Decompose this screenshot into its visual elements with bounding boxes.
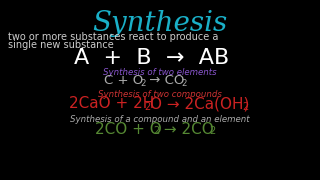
Text: → CO: → CO (145, 75, 184, 87)
Text: C + O: C + O (104, 75, 143, 87)
Text: O → 2Ca(OH): O → 2Ca(OH) (149, 96, 249, 111)
Text: 2CaO + 2H: 2CaO + 2H (68, 96, 154, 111)
Text: 2: 2 (242, 102, 248, 111)
Text: Synthesis of two elements: Synthesis of two elements (103, 68, 217, 77)
Text: 2: 2 (181, 79, 187, 88)
Text: Synthesis of two compounds: Synthesis of two compounds (98, 90, 222, 99)
Text: Synthesis: Synthesis (92, 10, 228, 37)
Text: 2CO + O: 2CO + O (95, 122, 162, 136)
Text: two or more substances react to produce a: two or more substances react to produce … (8, 32, 218, 42)
Text: 2: 2 (154, 127, 160, 136)
Text: 2: 2 (210, 127, 216, 136)
Text: → 2CO: → 2CO (159, 122, 214, 136)
Text: Synthesis of a compound and an element: Synthesis of a compound and an element (70, 115, 250, 124)
Text: single new substance: single new substance (8, 40, 114, 50)
Text: 2: 2 (144, 102, 150, 111)
Text: A  +  B  →  AB: A + B → AB (75, 48, 230, 68)
Text: 2: 2 (140, 79, 146, 88)
